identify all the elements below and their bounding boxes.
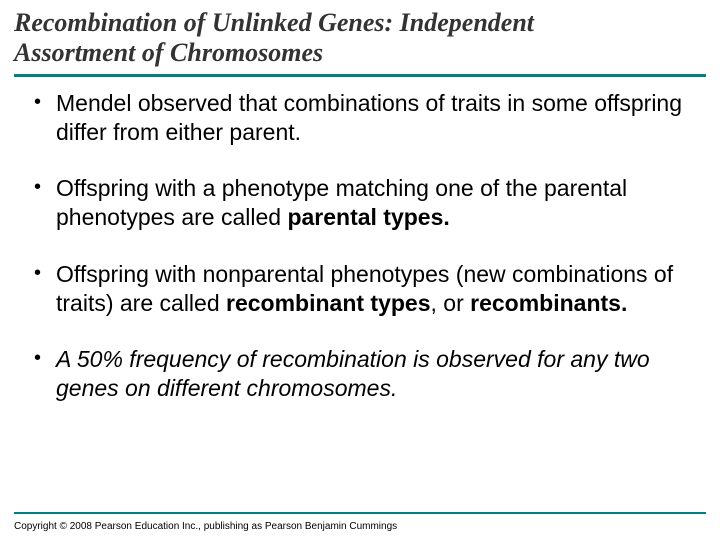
bullet-item: • Offspring with a phenotype matching on… <box>34 174 692 232</box>
title-line-1: Recombination of Unlinked Genes: Indepen… <box>14 8 534 37</box>
bullet-item: • A 50% frequency of recombination is ob… <box>34 345 692 403</box>
text-segment: , or <box>431 290 471 316</box>
text-segment: Mendel observed that combinations of tra… <box>56 90 682 145</box>
footer-divider <box>14 512 706 514</box>
text-segment: A 50% frequency of recombination is obse… <box>56 346 650 401</box>
bullet-text: A 50% frequency of recombination is obse… <box>56 345 692 403</box>
slide-title: Recombination of Unlinked Genes: Indepen… <box>14 8 706 68</box>
text-segment: parental types. <box>287 204 449 230</box>
text-segment: recombinants. <box>470 290 627 316</box>
bullet-marker: • <box>34 89 56 116</box>
title-line-2: Assortment of Chromosomes <box>14 38 323 67</box>
bullet-item: • Mendel observed that combinations of t… <box>34 89 692 147</box>
bullet-marker: • <box>34 174 56 201</box>
bullet-text: Offspring with a phenotype matching one … <box>56 174 692 232</box>
content-area: • Mendel observed that combinations of t… <box>0 77 720 403</box>
bullet-text: Offspring with nonparental phenotypes (n… <box>56 260 692 318</box>
bullet-marker: • <box>34 345 56 372</box>
title-area: Recombination of Unlinked Genes: Indepen… <box>0 0 720 72</box>
copyright-footer: Copyright © 2008 Pearson Education Inc.,… <box>14 521 397 532</box>
bullet-marker: • <box>34 260 56 287</box>
bullet-item: • Offspring with nonparental phenotypes … <box>34 260 692 318</box>
text-segment: recombinant types <box>226 290 431 316</box>
bullet-text: Mendel observed that combinations of tra… <box>56 89 692 147</box>
